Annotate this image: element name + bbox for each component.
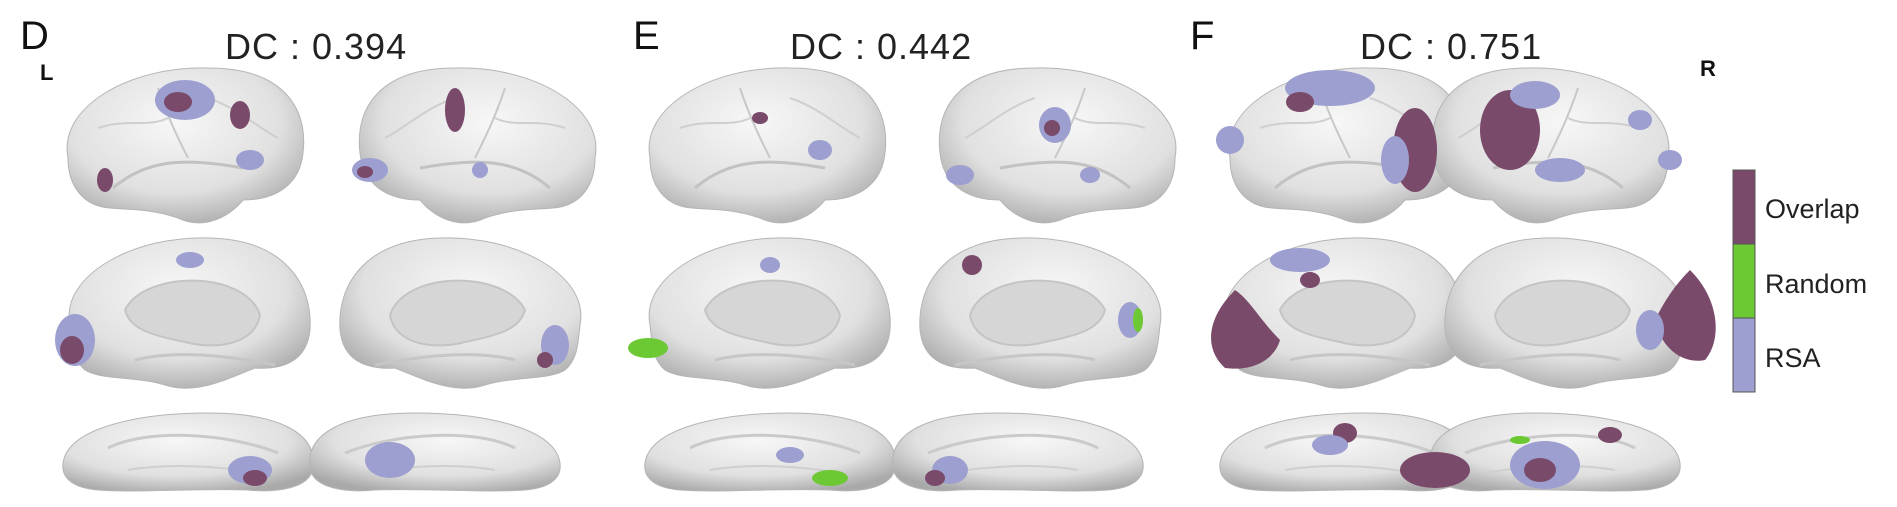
panel-d-brains — [55, 66, 598, 493]
panel-letter-f: F — [1190, 14, 1215, 58]
panel-e-brains — [628, 66, 1178, 493]
brain-ventral-right-d — [308, 411, 562, 493]
legend-swatch-rsa — [1732, 317, 1756, 393]
overlay-blobs-f — [1211, 70, 1716, 489]
legend-swatch-random — [1732, 243, 1756, 319]
overlay-blobs-e — [628, 107, 1143, 486]
panel-letter-e: E — [633, 14, 660, 58]
brain-ventral-left-e — [643, 411, 897, 493]
brain-lateral-left-e — [647, 66, 888, 225]
panel-letter-d: D — [20, 14, 49, 58]
brain-lateral-right-e — [937, 66, 1178, 225]
legend-label-random: Random — [1765, 269, 1868, 299]
hemisphere-right-label: R — [1700, 56, 1716, 81]
panel-f-brains — [1211, 66, 1716, 493]
dc-score-d: DC : 0.394 — [225, 26, 408, 67]
legend-colorbar — [1732, 169, 1756, 393]
legend-label-overlap: Overlap — [1765, 194, 1860, 224]
legend-swatch-overlap — [1732, 169, 1756, 245]
brain-medial-left-f — [1222, 236, 1467, 390]
legend-label-rsa: RSA — [1765, 343, 1821, 373]
dc-score-f: DC : 0.751 — [1360, 26, 1543, 67]
overlay-blobs-d — [55, 80, 569, 486]
brain-lateral-right-d — [357, 66, 598, 225]
dc-score-e: DC : 0.442 — [790, 26, 973, 67]
hemisphere-left-label: L — [40, 60, 54, 85]
brain-ventral-left-d — [61, 411, 315, 493]
